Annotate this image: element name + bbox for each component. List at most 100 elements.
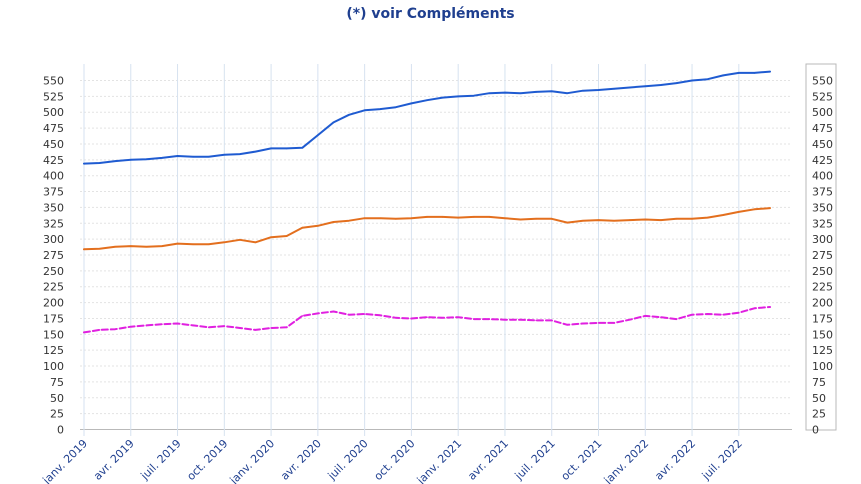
data-point-orange [566, 221, 569, 224]
x-tick-label: janv. 2019 [40, 437, 91, 484]
data-point-orange [192, 243, 194, 246]
data-point-blue [504, 91, 506, 94]
data-point-orange [301, 226, 304, 229]
y-tick-label-right: 325 [812, 217, 833, 230]
data-point-magenta [426, 316, 428, 318]
data-point-magenta [738, 311, 740, 314]
data-point-orange [410, 217, 413, 220]
y-tick-label-left: 100 [43, 360, 64, 373]
y-tick-label-left: 225 [43, 281, 64, 294]
x-tick-label: oct. 2020 [372, 437, 418, 483]
data-point-blue [270, 147, 272, 150]
data-point-blue [395, 106, 397, 108]
data-point-orange [504, 217, 506, 220]
data-point-magenta [457, 316, 459, 318]
data-point-blue [114, 160, 116, 162]
y-tick-label-right: 50 [812, 392, 826, 405]
y-tick-label-left: 0 [57, 424, 64, 437]
data-point-orange [239, 238, 241, 241]
data-point-magenta [270, 327, 272, 329]
data-point-blue [441, 96, 444, 99]
data-point-orange [613, 219, 615, 222]
data-point-blue [535, 91, 537, 93]
data-point-magenta [753, 307, 756, 310]
y-tick-label-right: 75 [812, 376, 826, 389]
data-point-magenta [441, 317, 444, 319]
data-point-orange [675, 218, 678, 220]
y-tick-label-left: 550 [43, 75, 64, 88]
data-point-magenta [98, 329, 101, 331]
data-point-magenta [472, 318, 475, 320]
data-point-orange [488, 216, 491, 218]
y-tick-label-left: 525 [43, 90, 64, 103]
data-point-magenta [582, 322, 584, 325]
y-tick-label-right: 350 [812, 201, 833, 214]
data-point-blue [644, 85, 647, 88]
data-point-orange [582, 219, 584, 222]
data-point-blue [379, 108, 382, 110]
y-tick-label-left: 150 [43, 328, 64, 341]
data-point-blue [223, 153, 226, 156]
series-lines [83, 70, 771, 334]
data-point-blue [660, 84, 662, 86]
data-point-magenta [504, 318, 506, 321]
data-point-orange [348, 219, 350, 222]
data-point-blue [207, 155, 210, 158]
data-point-magenta [644, 315, 647, 317]
data-point-blue [301, 146, 304, 149]
data-point-magenta [395, 317, 397, 319]
data-point-magenta [519, 318, 522, 321]
data-point-magenta [597, 322, 600, 324]
data-point-magenta [83, 331, 85, 334]
data-point-magenta [363, 313, 366, 315]
data-point-blue [332, 121, 335, 124]
data-point-blue [129, 159, 132, 161]
data-point-magenta [317, 312, 319, 315]
data-point-orange [98, 247, 101, 250]
data-point-orange [457, 216, 459, 219]
data-point-orange [285, 235, 288, 237]
x-axis: janv. 2019 avr. 2019 juil. 2019 oct. 2019ja… [40, 437, 745, 484]
data-point-magenta [129, 325, 132, 328]
x-tick-label: avr. 2022 [652, 437, 698, 483]
y-tick-label-right: 400 [812, 170, 833, 183]
data-point-blue [613, 87, 615, 90]
data-point-magenta [535, 319, 537, 322]
data-point-magenta [691, 313, 693, 316]
data-point-orange [145, 245, 148, 248]
x-tick-label: oct. 2019 [184, 437, 230, 483]
data-point-orange [395, 218, 397, 220]
data-point-magenta [114, 328, 116, 331]
data-point-blue [566, 92, 569, 95]
data-point-blue [722, 74, 725, 77]
x-tick-label: avr. 2021 [465, 437, 511, 483]
data-point-orange [441, 216, 444, 218]
y-tick-label-right: 125 [812, 344, 833, 357]
data-point-orange [769, 207, 771, 209]
data-point-magenta [161, 323, 163, 325]
y-tick-label-left: 350 [43, 201, 64, 214]
data-point-magenta [660, 316, 662, 318]
data-point-blue [285, 147, 288, 150]
y-tick-label-left: 275 [43, 249, 64, 262]
data-point-blue [192, 155, 194, 158]
data-point-blue [488, 92, 491, 95]
data-point-orange [254, 241, 257, 244]
data-point-blue [426, 99, 428, 101]
y-tick-label-right: 425 [812, 154, 833, 167]
data-point-orange [535, 218, 537, 220]
grid-lines [80, 80, 792, 430]
y-axis-right: 0 25 50 75 100 125 150 175 200 225 250 275 300 325 350… [812, 75, 833, 437]
data-point-magenta [722, 313, 725, 316]
data-point-blue [738, 72, 740, 74]
data-point-blue [161, 157, 163, 159]
chart-title: (*) voir Compléments [346, 6, 515, 22]
data-point-orange [332, 221, 335, 223]
y-tick-label-left: 450 [43, 138, 64, 151]
x-tick-label: juil. 2022 [699, 437, 745, 483]
data-point-orange [644, 218, 647, 221]
x-tick-label: janv. 2020 [227, 437, 278, 484]
data-point-orange [722, 214, 725, 216]
data-point-magenta [379, 314, 382, 317]
data-point-blue [691, 79, 693, 82]
